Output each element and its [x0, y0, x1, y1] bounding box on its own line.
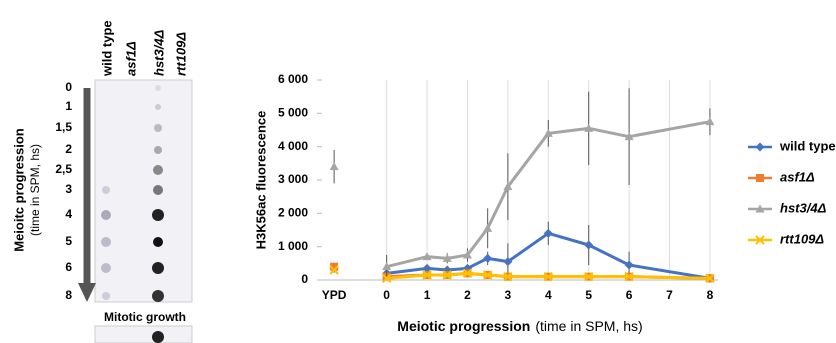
y-tick-label: 4 000 — [278, 139, 308, 153]
row-label: 1 — [65, 99, 72, 113]
x-tick-label: 1 — [424, 288, 431, 302]
x-axis-label: Meiotic progression (time in SPM, hs) — [397, 318, 642, 334]
x-tick-label: 0 — [383, 288, 390, 302]
y-tick-label: 1 000 — [278, 239, 308, 253]
row-label: 2,5 — [55, 162, 72, 176]
x-tick-label: 4 — [545, 288, 552, 302]
column-label: asf1Δ — [123, 41, 138, 76]
row-label: 3 — [65, 182, 72, 196]
x-tick-label: 6 — [626, 288, 633, 302]
row-label: 0 — [65, 80, 72, 94]
x-label-main: Meiotic progression — [397, 318, 530, 334]
y-tick-label: 3 000 — [278, 172, 308, 186]
row-label: 8 — [65, 288, 72, 302]
blot-y-label: Meioitc progression — [11, 128, 26, 252]
mitotic-membrane — [95, 326, 192, 343]
x-tick-label: 7 — [666, 288, 673, 302]
x-tick-label: 3 — [505, 288, 512, 302]
row-label: 1,5 — [55, 120, 72, 134]
legend-marker — [756, 143, 765, 152]
x-tick-label: 8 — [707, 288, 714, 302]
legend-label: rtt109Δ — [780, 231, 824, 246]
column-label: rtt109Δ — [173, 32, 188, 76]
y-tick-label: 0 — [301, 272, 308, 286]
x-label-note: (time in SPM, hs) — [535, 318, 642, 334]
figure: Mitotic growth Meioitc progression (time… — [0, 0, 836, 343]
legend-label: hst3/4Δ — [780, 200, 827, 215]
legend-label: wild type — [779, 138, 836, 153]
legend-marker — [756, 174, 764, 182]
arrow-head — [78, 283, 96, 302]
ypd-point — [330, 162, 339, 170]
mitotic-dot — [152, 331, 164, 343]
column-label: wild type — [99, 20, 114, 77]
y-tick-label: 2 000 — [278, 206, 308, 220]
blot-y-note: (time in SPM, hs) — [28, 144, 42, 236]
x-tick-label: 5 — [585, 288, 592, 302]
y-tick-label: 6 000 — [278, 72, 308, 86]
row-label: 5 — [65, 234, 72, 248]
x-tick-label: YPD — [322, 288, 347, 302]
row-label: 6 — [65, 260, 72, 274]
row-label: 4 — [65, 207, 72, 221]
y-tick-label: 5 000 — [278, 106, 308, 120]
legend-label: asf1Δ — [780, 169, 815, 184]
x-tick-label: 2 — [464, 288, 471, 302]
line-chart: 0 1 000 2 000 3 000 4 000 5 000 6 000 YPD 0 1 2 3 4 5… — [253, 72, 835, 334]
column-label: hst3/4Δ — [151, 29, 166, 76]
row-label: 2 — [65, 142, 72, 156]
bottom-label: Mitotic growth — [104, 310, 186, 324]
y-axis-label: H3K56ac fluorescence — [253, 111, 268, 250]
